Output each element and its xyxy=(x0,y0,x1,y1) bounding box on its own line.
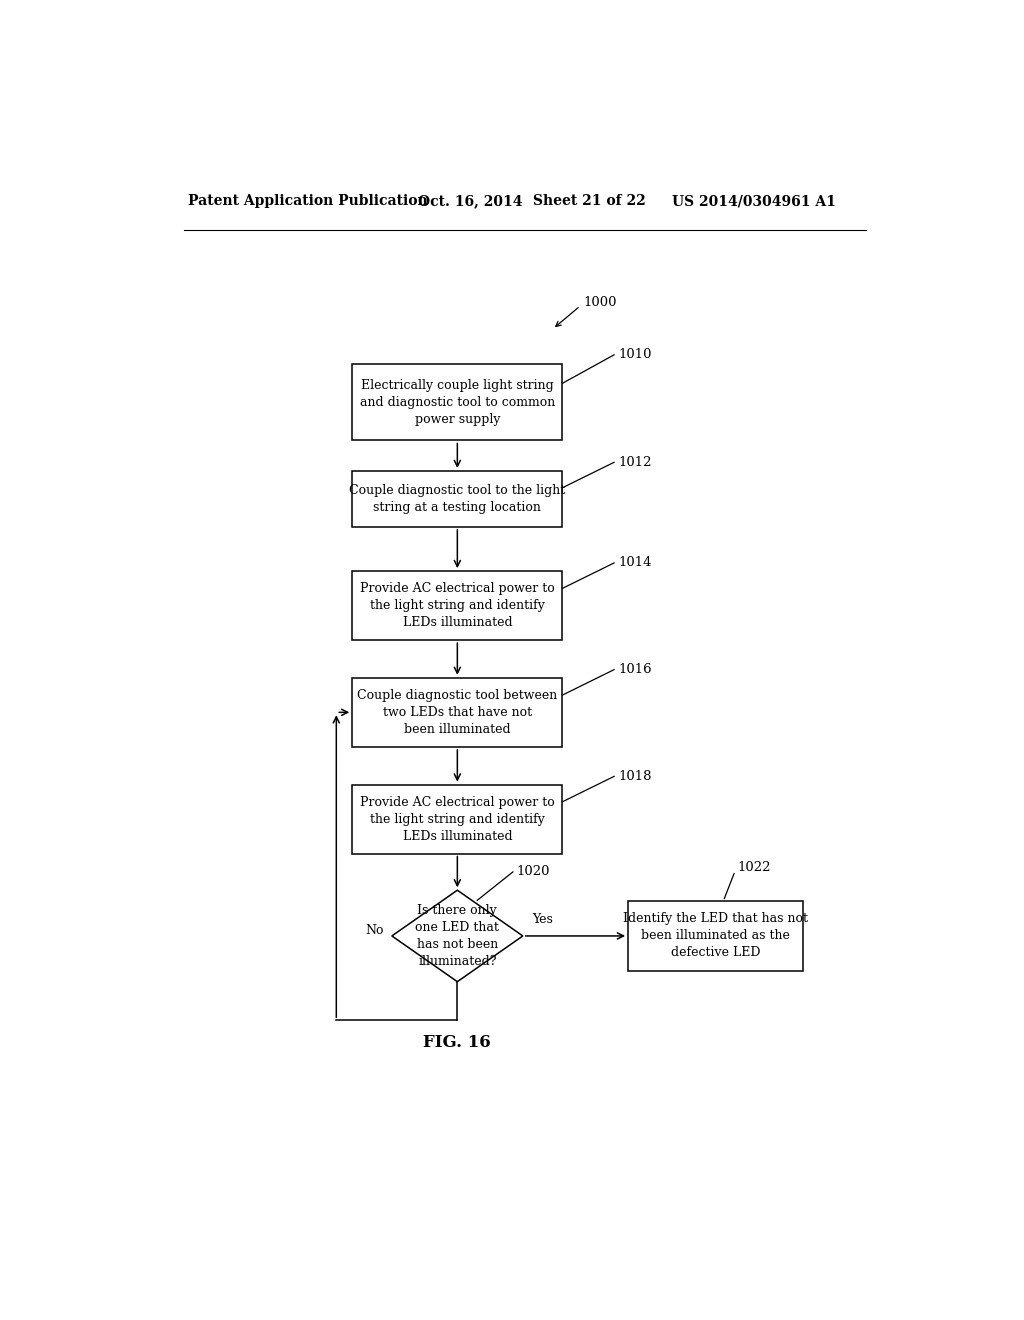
Text: Is there only
one LED that
has not been
illuminated?: Is there only one LED that has not been … xyxy=(416,904,500,968)
Text: No: No xyxy=(366,924,384,937)
Text: US 2014/0304961 A1: US 2014/0304961 A1 xyxy=(672,194,836,209)
Text: Provide AC electrical power to
the light string and identify
LEDs illuminated: Provide AC electrical power to the light… xyxy=(360,582,555,630)
Text: 1000: 1000 xyxy=(584,296,617,309)
Text: Couple diagnostic tool between
two LEDs that have not
been illuminated: Couple diagnostic tool between two LEDs … xyxy=(357,689,557,735)
Text: 1014: 1014 xyxy=(618,557,651,569)
FancyBboxPatch shape xyxy=(352,677,562,747)
Text: Patent Application Publication: Patent Application Publication xyxy=(187,194,427,209)
Text: 1018: 1018 xyxy=(618,770,651,783)
FancyBboxPatch shape xyxy=(352,364,562,441)
Text: Sheet 21 of 22: Sheet 21 of 22 xyxy=(532,194,645,209)
Text: Couple diagnostic tool to the light
string at a testing location: Couple diagnostic tool to the light stri… xyxy=(349,484,565,513)
FancyBboxPatch shape xyxy=(352,572,562,640)
Text: FIG. 16: FIG. 16 xyxy=(424,1034,492,1051)
Text: 1012: 1012 xyxy=(618,455,651,469)
FancyBboxPatch shape xyxy=(352,471,562,527)
Text: Electrically couple light string
and diagnostic tool to common
power supply: Electrically couple light string and dia… xyxy=(359,379,555,426)
Text: Provide AC electrical power to
the light string and identify
LEDs illuminated: Provide AC electrical power to the light… xyxy=(360,796,555,842)
FancyBboxPatch shape xyxy=(628,902,803,970)
Polygon shape xyxy=(392,890,523,982)
Text: 1020: 1020 xyxy=(517,866,550,878)
Text: 1022: 1022 xyxy=(737,862,771,874)
Text: Identify the LED that has not
been illuminated as the
defective LED: Identify the LED that has not been illum… xyxy=(623,912,808,960)
Text: 1016: 1016 xyxy=(618,663,651,676)
Text: Yes: Yes xyxy=(532,913,553,925)
Text: Oct. 16, 2014: Oct. 16, 2014 xyxy=(418,194,522,209)
Text: 1010: 1010 xyxy=(618,348,651,362)
FancyBboxPatch shape xyxy=(352,784,562,854)
